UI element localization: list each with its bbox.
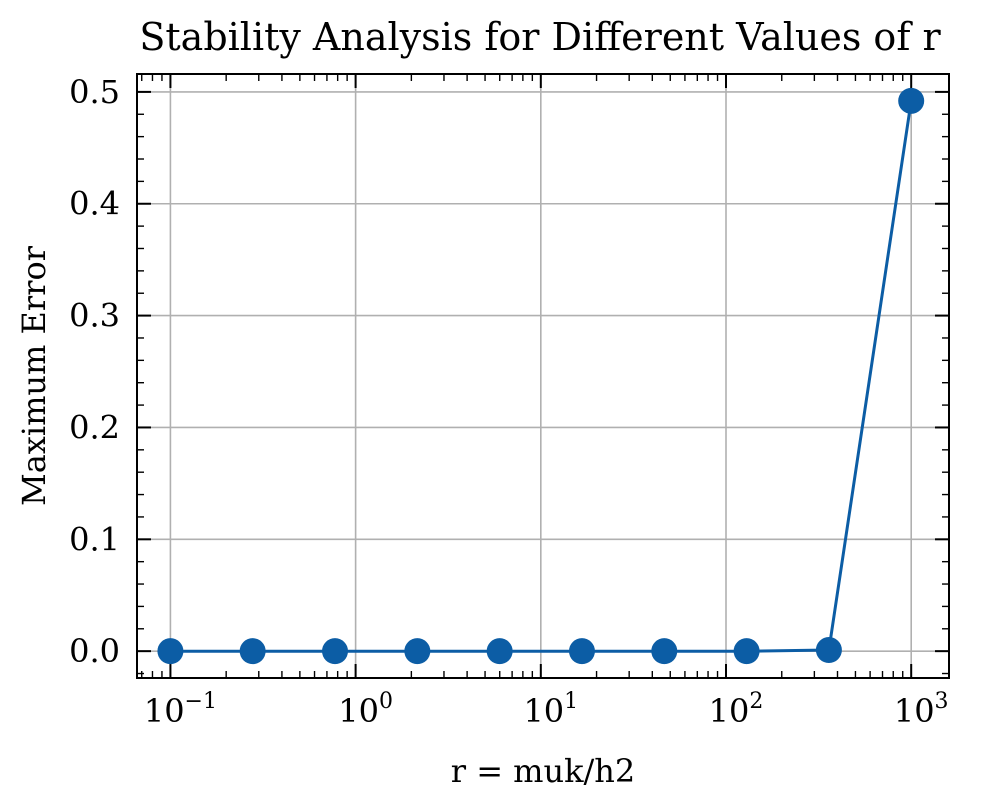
x-tick-label: 101: [523, 689, 578, 730]
data-point: [404, 638, 431, 665]
data-point: [322, 638, 349, 665]
data-point: [568, 638, 595, 665]
y-tick-label: 0.4: [69, 185, 120, 223]
series-line: [170, 100, 913, 653]
y-tick-label: 0.5: [69, 73, 120, 111]
data-point: [239, 638, 266, 665]
plot-frame: [136, 73, 950, 679]
data-point: [157, 638, 184, 665]
data-point: [733, 638, 760, 665]
chart-title: Stability Analysis for Different Values …: [139, 15, 941, 59]
tick-labels: 10−1 100 101 102 103 0.0 0.1 0.2 0.3 0.4 0.5: [69, 73, 948, 730]
data-point: [651, 638, 678, 665]
data-point: [486, 638, 513, 665]
y-tick-label: 0.0: [69, 632, 120, 670]
y-axis-label: Maximum Error: [15, 245, 53, 506]
x-axis-label: r = muk/h2: [451, 752, 636, 790]
data-point: [815, 637, 842, 664]
y-tick-label: 0.1: [69, 520, 120, 558]
major-ticks: [137, 74, 949, 678]
series-layer: [157, 87, 925, 665]
x-tick-label: 100: [338, 689, 393, 730]
x-tick-label: 10−1: [144, 689, 217, 730]
x-tick-label: 103: [894, 689, 949, 730]
minor-ticks: [137, 74, 949, 678]
data-point: [898, 87, 925, 114]
y-tick-label: 0.2: [69, 408, 120, 446]
y-tick-label: 0.3: [69, 297, 120, 335]
x-tick-label: 102: [709, 689, 764, 730]
